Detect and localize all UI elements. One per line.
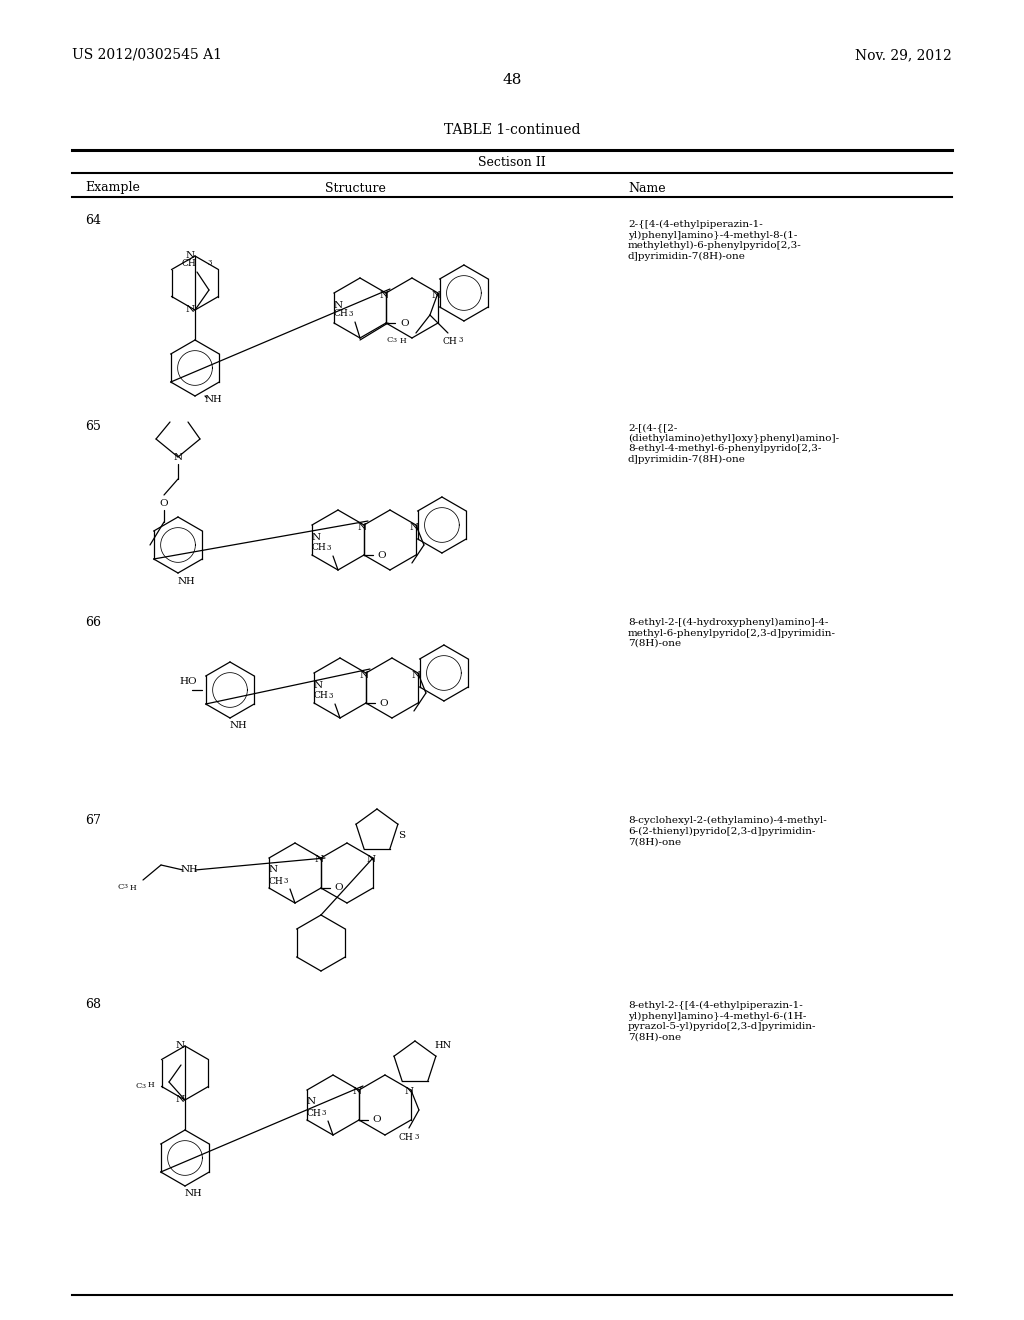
Text: 3: 3: [322, 1109, 327, 1117]
Text: O: O: [400, 318, 410, 327]
Text: O: O: [335, 883, 343, 892]
Text: 8-ethyl-2-{[4-(4-ethylpiperazin-1-
yl)phenyl]amino}-4-methyl-6-(1H-
pyrazol-5-yl: 8-ethyl-2-{[4-(4-ethylpiperazin-1- yl)ph…: [628, 1001, 816, 1041]
Text: O: O: [160, 499, 168, 508]
Text: Example: Example: [85, 181, 140, 194]
Text: H: H: [130, 884, 136, 892]
Text: N: N: [314, 855, 324, 865]
Text: H: H: [399, 337, 407, 345]
Text: N: N: [359, 671, 369, 680]
Text: S: S: [398, 832, 406, 841]
Text: Sectison II: Sectison II: [478, 156, 546, 169]
Text: N: N: [410, 523, 419, 532]
Text: US 2012/0302545 A1: US 2012/0302545 A1: [72, 48, 222, 62]
Text: CH: CH: [334, 309, 348, 318]
Text: 3: 3: [327, 544, 331, 552]
Text: 68: 68: [85, 998, 101, 1011]
Text: H: H: [147, 1081, 155, 1089]
Text: N: N: [412, 671, 421, 680]
Text: CH: CH: [268, 876, 284, 886]
Text: 3: 3: [349, 310, 353, 318]
Text: N: N: [175, 1041, 184, 1051]
Text: H: H: [238, 722, 247, 730]
Text: CH: CH: [311, 544, 327, 553]
Text: 65: 65: [85, 421, 101, 433]
Text: CH: CH: [306, 1109, 322, 1118]
Text: 3: 3: [415, 1133, 419, 1140]
Text: 3: 3: [393, 338, 397, 342]
Text: C: C: [387, 337, 393, 345]
Text: 64: 64: [85, 214, 101, 227]
Text: 3: 3: [141, 1084, 145, 1089]
Text: N: N: [185, 252, 195, 260]
Text: N: N: [180, 866, 189, 874]
Text: H: H: [185, 577, 195, 586]
Text: Structure: Structure: [325, 181, 385, 194]
Text: O: O: [378, 550, 386, 560]
Text: H: H: [193, 1189, 202, 1199]
Text: 3: 3: [329, 692, 333, 700]
Text: CH: CH: [181, 259, 196, 268]
Text: 3: 3: [284, 876, 288, 884]
Text: N: N: [313, 681, 323, 689]
Text: 48: 48: [503, 73, 521, 87]
Text: N: N: [431, 290, 440, 300]
Text: CH: CH: [313, 692, 329, 701]
Text: N: N: [177, 577, 186, 586]
Text: 3: 3: [459, 337, 463, 345]
Text: N: N: [185, 305, 195, 314]
Text: Name: Name: [628, 181, 666, 194]
Text: N: N: [205, 396, 214, 404]
Text: N: N: [334, 301, 343, 309]
Text: N: N: [268, 866, 278, 874]
Text: O: O: [380, 698, 388, 708]
Text: 2-[(4-{[2-
(diethylamino)ethyl]oxy}phenyl)amino]-
8-ethyl-4-methyl-6-phenylpyrid: 2-[(4-{[2- (diethylamino)ethyl]oxy}pheny…: [628, 422, 839, 463]
Text: 67: 67: [85, 813, 101, 826]
Text: N: N: [311, 532, 321, 541]
Text: N: N: [357, 523, 367, 532]
Text: CH: CH: [442, 337, 458, 346]
Text: CH: CH: [398, 1133, 414, 1142]
Text: N: N: [367, 855, 376, 865]
Text: H: H: [188, 866, 198, 874]
Text: O: O: [373, 1115, 381, 1125]
Text: HN: HN: [434, 1040, 452, 1049]
Text: N: N: [352, 1088, 361, 1097]
Text: N: N: [175, 1096, 184, 1105]
Text: C: C: [136, 1082, 142, 1090]
Text: HO: HO: [179, 677, 197, 686]
Text: 66: 66: [85, 615, 101, 628]
Text: N: N: [306, 1097, 315, 1106]
Text: Nov. 29, 2012: Nov. 29, 2012: [855, 48, 952, 62]
Text: C: C: [118, 883, 124, 891]
Text: N: N: [380, 290, 388, 300]
Text: 3: 3: [123, 884, 127, 890]
Text: 3: 3: [207, 259, 211, 267]
Text: N: N: [404, 1088, 414, 1097]
Text: N: N: [184, 1189, 194, 1199]
Text: 8-cyclohexyl-2-(ethylamino)-4-methyl-
6-(2-thienyl)pyrido[2,3-d]pyrimidin-
7(8H): 8-cyclohexyl-2-(ethylamino)-4-methyl- 6-…: [628, 816, 826, 846]
Text: N: N: [229, 722, 239, 730]
Text: H: H: [213, 396, 221, 404]
Text: 8-ethyl-2-[(4-hydroxyphenyl)amino]-4-
methyl-6-phenylpyrido[2,3-d]pyrimidin-
7(8: 8-ethyl-2-[(4-hydroxyphenyl)amino]-4- me…: [628, 618, 836, 648]
Text: TABLE 1-continued: TABLE 1-continued: [443, 123, 581, 137]
Text: 2-{[4-(4-ethylpiperazin-1-
yl)phenyl]amino}-4-methyl-8-(1-
methylethyl)-6-phenyl: 2-{[4-(4-ethylpiperazin-1- yl)phenyl]ami…: [628, 220, 802, 261]
Text: N: N: [173, 453, 182, 462]
